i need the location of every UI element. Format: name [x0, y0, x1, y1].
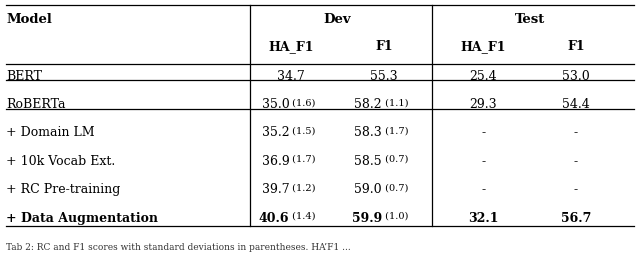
Text: 53.0: 53.0 [562, 70, 590, 83]
Text: + 10k Vocab Ext.: + 10k Vocab Ext. [6, 155, 116, 168]
Text: + RC Pre-training: + RC Pre-training [6, 183, 121, 196]
Text: 39.7: 39.7 [262, 183, 289, 196]
Text: -: - [481, 183, 485, 196]
Text: (1.5): (1.5) [289, 127, 316, 135]
Text: Test: Test [515, 13, 545, 26]
Text: 54.4: 54.4 [562, 98, 590, 111]
Text: 58.2: 58.2 [355, 98, 382, 111]
Text: 56.7: 56.7 [561, 212, 591, 225]
Text: (1.6): (1.6) [289, 98, 316, 107]
Text: 55.3: 55.3 [370, 70, 398, 83]
Text: 32.1: 32.1 [468, 212, 499, 225]
Text: Model: Model [6, 13, 52, 26]
Text: (1.1): (1.1) [382, 98, 408, 107]
Text: Dev: Dev [324, 13, 351, 26]
Text: + Data Augmentation: + Data Augmentation [6, 212, 159, 225]
Text: HA_F1: HA_F1 [268, 40, 314, 53]
Text: (1.7): (1.7) [289, 155, 316, 164]
Text: 59.0: 59.0 [355, 183, 382, 196]
Text: BERT: BERT [6, 70, 42, 83]
Text: (0.7): (0.7) [382, 183, 408, 192]
Text: -: - [574, 155, 578, 168]
Text: (0.7): (0.7) [382, 155, 408, 164]
Text: 58.5: 58.5 [355, 155, 382, 168]
Text: F1: F1 [567, 40, 585, 53]
Text: -: - [574, 183, 578, 196]
Text: 59.9: 59.9 [352, 212, 382, 225]
Text: (1.2): (1.2) [289, 183, 316, 192]
Text: HA_F1: HA_F1 [460, 40, 506, 53]
Text: + Domain LM: + Domain LM [6, 127, 95, 139]
Text: F1: F1 [375, 40, 393, 53]
Text: 36.9: 36.9 [262, 155, 289, 168]
Text: 25.4: 25.4 [469, 70, 497, 83]
Text: 35.0: 35.0 [262, 98, 289, 111]
Text: (1.0): (1.0) [382, 212, 408, 221]
Text: 40.6: 40.6 [259, 212, 289, 225]
Text: 35.2: 35.2 [262, 127, 289, 139]
Text: 58.3: 58.3 [355, 127, 382, 139]
Text: Tab 2: RC and F1 scores with standard deviations in parentheses. HA’F1 ...: Tab 2: RC and F1 scores with standard de… [6, 244, 351, 252]
Text: (1.7): (1.7) [382, 127, 408, 135]
Text: 34.7: 34.7 [277, 70, 305, 83]
Text: RoBERTa: RoBERTa [6, 98, 66, 111]
Text: -: - [481, 155, 485, 168]
Text: -: - [481, 127, 485, 139]
Text: (1.4): (1.4) [289, 212, 316, 221]
Text: 29.3: 29.3 [469, 98, 497, 111]
Text: -: - [574, 127, 578, 139]
